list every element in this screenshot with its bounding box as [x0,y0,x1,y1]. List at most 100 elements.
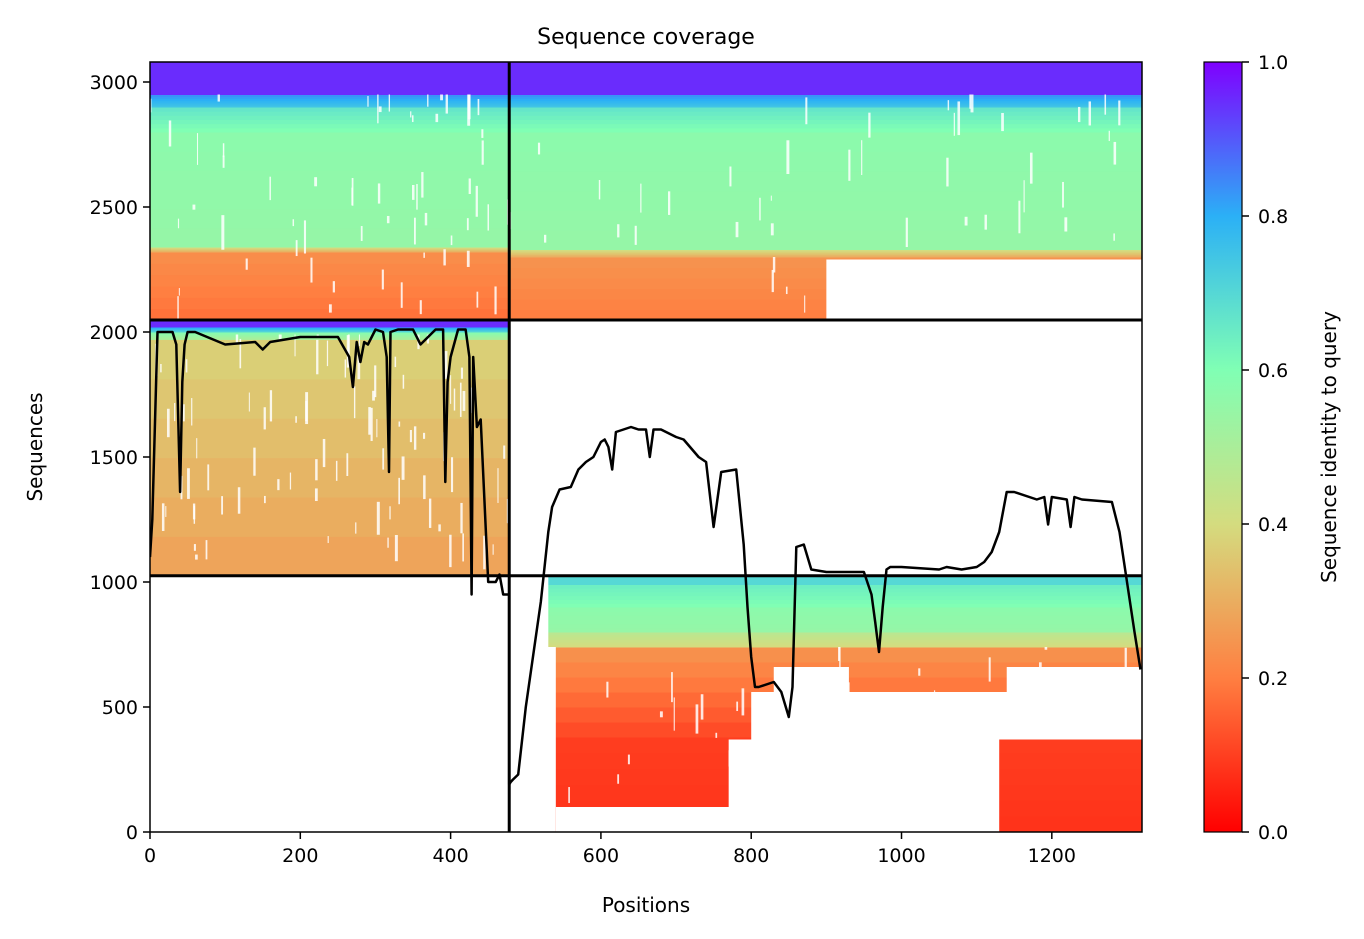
heatmap-cell [509,104,1142,108]
gap-streak [402,374,405,389]
gap-streak [423,475,426,500]
gap-streak [295,416,297,423]
gap-streak [617,774,620,784]
heatmap-cell [509,278,1142,289]
heatmap-cell [150,324,510,327]
gap-streak [1077,106,1081,123]
heatmap-cell [509,581,1142,584]
heatmap-cell [150,96,510,100]
heatmap-cell [150,249,510,251]
gap-streak [388,94,391,112]
gap-streak [606,681,609,698]
x-axis-label: Positions [602,893,690,917]
gap-streak [368,407,371,435]
heatmap-cell [509,132,1142,153]
gap-streak [387,537,389,548]
gap-streak [494,286,497,315]
heatmap-cell [509,210,1142,231]
heatmap-cell [509,644,1142,648]
empty-region [509,647,556,832]
gap-streak [659,711,663,718]
heatmap-cell [150,189,510,210]
heatmap-cell [509,288,1142,300]
heatmap-cell [509,580,1142,583]
gap-streak [671,672,673,703]
gap-streak [217,94,220,102]
gap-streak [367,95,369,107]
gap-streak [1113,141,1117,165]
gap-streak [419,300,422,315]
heatmap-cell [509,249,1142,252]
gap-streak [192,204,196,210]
coverage-line-layer [150,328,1142,786]
colorbar-tick-label: 0.2 [1258,668,1288,690]
gap-streak [568,787,570,804]
gap-streak [804,295,806,313]
heatmap-cell [150,78,510,85]
heatmap-cell [150,297,510,310]
colorbar-tick-label: 1.0 [1258,52,1288,74]
gap-streak [193,544,196,551]
gap-streak [426,334,430,344]
gap-streak [476,291,479,308]
gap-streak [310,257,313,283]
heatmap-cell [150,247,510,250]
gap-streak [269,390,273,422]
gap-streak [174,403,176,422]
gap-streak [598,179,601,200]
empty-region [751,692,1142,740]
gap-streak [222,155,225,168]
heatmap-cell [509,615,1142,620]
heatmap-cell [509,94,1142,98]
gap-streak [335,460,338,481]
y-axis: 0 500 1000 1500 2000 2500 3000 [90,72,150,844]
heatmap-cell [509,98,1142,102]
gap-streak [466,250,470,267]
heatmap-cell [509,583,1142,585]
gap-streak [314,177,318,187]
gap-streak [357,355,361,380]
gap-streak [160,363,162,373]
gap-streak [435,113,439,123]
heatmap-cell [509,578,1142,581]
gap-streak [412,184,415,200]
heatmap-cell [150,119,510,125]
heatmap-cell [509,254,1142,257]
heatmap-cell [150,98,510,102]
heatmap-cell [509,123,1142,129]
gap-streak [376,501,380,535]
gap-streak [355,522,357,534]
heatmap-cell [150,89,510,95]
heatmap-cell [509,647,1142,663]
gap-streak [786,140,790,175]
gap-streak [467,94,471,126]
gap-streak [376,419,378,438]
gap-streak [394,356,397,368]
y-tick-label: 2500 [90,197,138,219]
heatmap-cell [150,208,510,229]
gap-streak [1104,94,1107,115]
gap-streak [428,498,432,528]
heatmap-cell [509,584,1142,589]
gap-streak [988,657,991,682]
colorbar: 0.0 0.2 0.4 0.6 0.8 1.0 Sequence identity to … [1203,52,1341,844]
gap-streak [695,704,699,734]
gap-streak [905,217,908,248]
gap-streak [381,269,384,290]
gap-streak [481,129,484,138]
heatmap-cell [509,588,1142,593]
heatmap-cell [509,299,1142,310]
empty-region [150,575,510,832]
heatmap-cell [150,263,510,276]
heatmap-cell [509,83,1142,90]
gap-streak [413,426,417,450]
gap-streak [344,359,347,378]
empty-region [773,667,849,692]
gap-streak [453,388,456,411]
colorbar-tick-label: 0.0 [1258,822,1288,844]
y-tick-label: 2000 [90,322,138,344]
gap-streak [411,115,414,123]
gap-streak [634,225,637,245]
colorbar-tick-label: 0.8 [1258,206,1288,228]
gap-streak [248,392,250,412]
